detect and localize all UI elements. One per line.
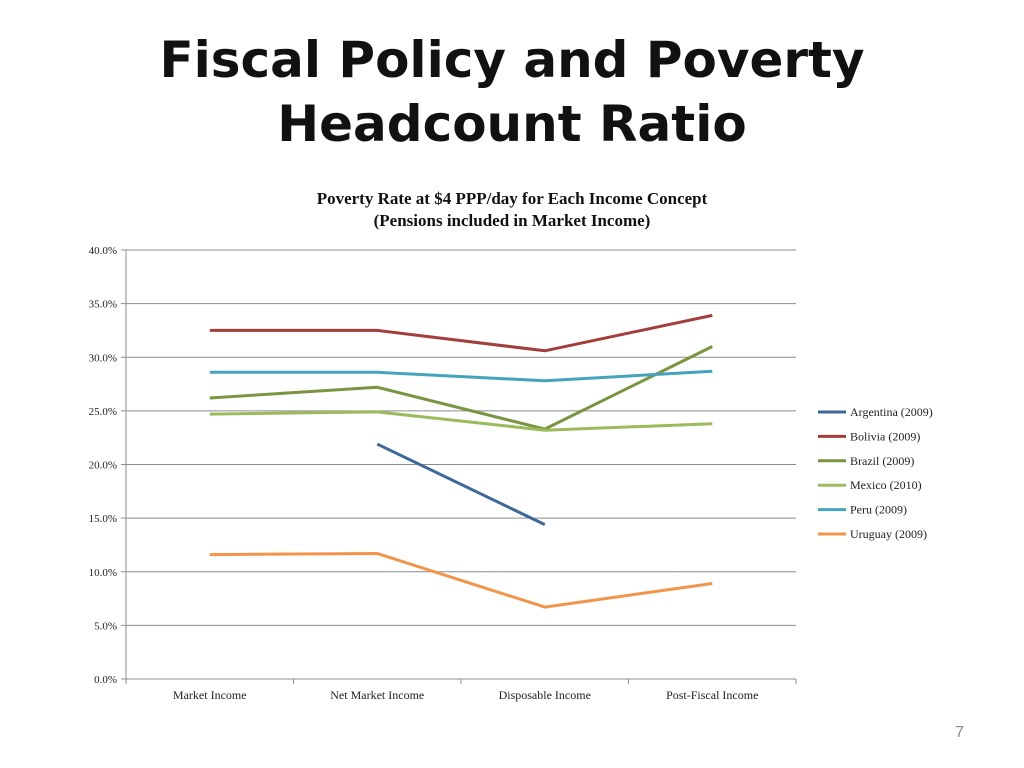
series-line [209,552,713,609]
series-line [376,442,546,526]
legend: Argentina (2009) Bolivia (2009) Brazil (20… [818,405,933,541]
y-tick-label: 15.0% [89,513,117,525]
legend-label: Argentina (2009) [850,405,933,419]
series-line [209,369,713,383]
y-tick-label: 30.0% [89,352,117,364]
legend-label: Uruguay (2009) [850,527,927,541]
page-number: 7 [955,724,964,741]
x-tick-label: Market Income [173,688,247,702]
y-tick-label: 20.0% [89,460,117,472]
y-axis-ticks: 0.0% 5.0% 10.0% 15.0% 20.0% 25.0% 30.0% 35.0% 40… [89,245,126,686]
y-tick-label: 0.0% [94,674,117,686]
legend-label: Peru (2009) [850,503,907,517]
slide-title-line1: Fiscal Policy and Poverty [159,31,865,89]
slide-title: Fiscal Policy and Poverty Headcount Rati… [0,28,1024,156]
x-tick-label: Post-Fiscal Income [666,688,758,702]
legend-label: Mexico (2010) [850,478,922,492]
x-tick-label: Disposable Income [499,688,591,702]
slide-title-line2: Headcount Ratio [277,95,747,153]
y-tick-label: 10.0% [89,567,117,579]
series-line [209,345,713,431]
x-tick-label: Net Market Income [330,688,424,702]
y-tick-label: 25.0% [89,406,117,418]
chart-title: Poverty Rate at $4 PPP/day for Each Inco… [316,189,708,208]
chart-subtitle: (Pensions included in Market Income) [373,211,651,230]
series-line [209,410,713,432]
chart-title-block: Poverty Rate at $4 PPP/day for Each Inco… [212,188,812,232]
gridlines [126,249,796,626]
y-tick-label: 5.0% [94,620,117,632]
y-tick-label: 40.0% [89,245,117,257]
y-tick-label: 35.0% [89,299,117,311]
x-axis-ticks: Market Income Net Market Income Disposable… [125,679,797,702]
series-lines [209,313,713,609]
legend-label: Brazil (2009) [850,454,914,468]
legend-label: Bolivia (2009) [850,429,920,443]
series-line [209,313,713,353]
